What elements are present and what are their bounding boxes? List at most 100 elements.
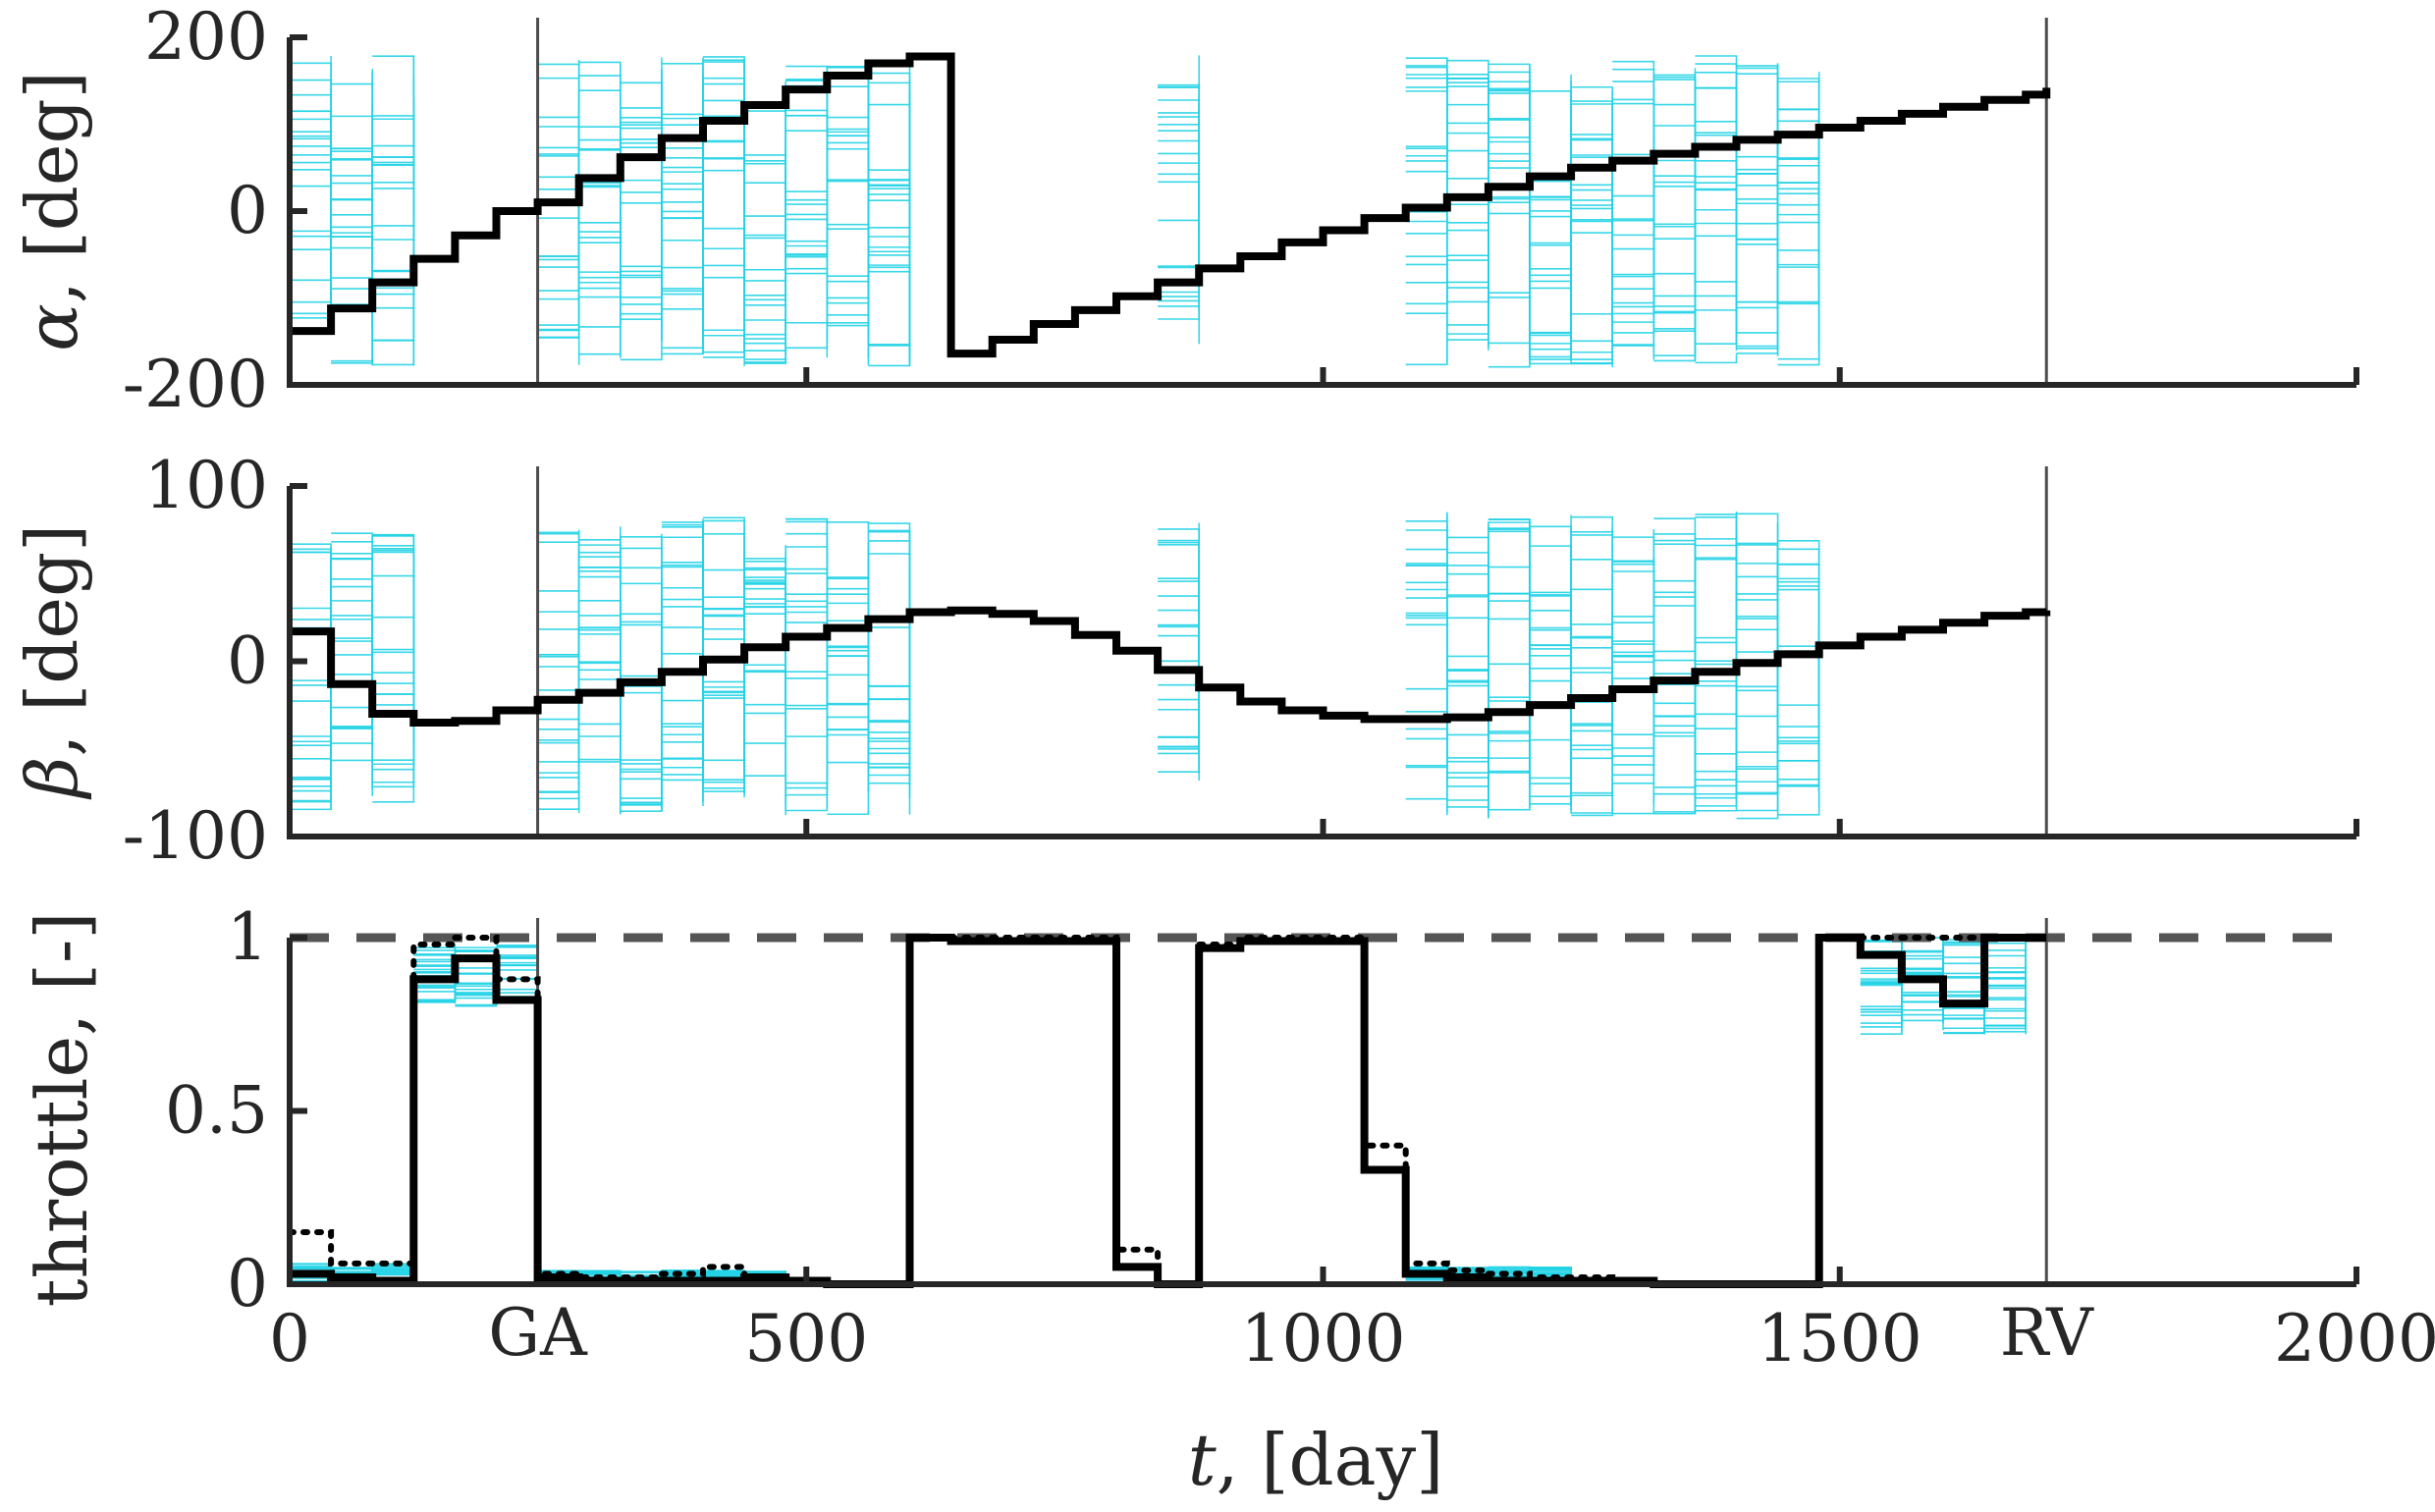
throttle-sample-step — [496, 945, 539, 1000]
beta-sample-step — [1653, 543, 1697, 555]
alpha-sample-step — [1158, 124, 1200, 263]
alpha-sample-step — [372, 156, 415, 215]
alpha-sample-step — [827, 65, 870, 329]
beta-sample-step — [1777, 540, 1820, 783]
beta-sample-step — [1736, 611, 1779, 812]
alpha-sample-step — [703, 82, 745, 223]
throttle-sample-step — [1860, 984, 1903, 1019]
alpha-sample-step — [1488, 88, 1531, 136]
alpha-sample-step — [1405, 259, 1448, 305]
beta-sample-step — [578, 567, 622, 768]
alpha-sample-step — [290, 268, 332, 319]
beta-sample-step — [1571, 559, 1613, 677]
beta-sample-step — [1530, 655, 1572, 713]
alpha-sample-step — [620, 69, 663, 277]
alpha-sample-step — [372, 109, 415, 147]
beta-sample-step — [1446, 572, 1489, 777]
alpha-sample-step — [1446, 177, 1489, 236]
alpha-sample-step — [827, 66, 870, 208]
beta-sample-step — [744, 742, 786, 750]
alpha-sample-step — [372, 201, 415, 290]
alpha-sample-step — [1488, 297, 1531, 359]
throttle-sample-step — [1984, 994, 2027, 1010]
beta-sample-step — [1777, 736, 1820, 791]
alpha-sample-step — [1777, 81, 1820, 104]
beta-sample-step — [1571, 597, 1613, 638]
alpha-sample-step — [868, 92, 911, 238]
alpha-sample-step — [703, 157, 745, 213]
beta-sample-step — [1405, 524, 1448, 591]
alpha-sample-step — [1446, 78, 1489, 295]
alpha-sample-step — [1158, 99, 1200, 284]
alpha-sample-step — [372, 163, 415, 243]
throttle-sample-step — [1943, 978, 1985, 1019]
alpha-sample-step — [1571, 156, 1613, 163]
beta-sample-step — [868, 682, 911, 755]
beta-sample-step — [1488, 531, 1531, 621]
alpha-sample-step — [827, 179, 870, 287]
alpha-sample-step — [785, 220, 829, 270]
beta-sample-step — [661, 583, 704, 729]
alpha-sample-step — [1488, 212, 1531, 355]
beta-sample-step — [372, 549, 415, 579]
beta-sample-step — [785, 603, 829, 608]
alpha-sample-step — [1530, 92, 1572, 351]
alpha-sample-step — [868, 62, 911, 266]
beta-sample-step — [1446, 521, 1489, 683]
alpha-sample-step — [744, 162, 786, 286]
beta-sample-step — [1777, 656, 1820, 749]
beta-sample-step — [620, 623, 663, 811]
beta-sample-step — [703, 532, 745, 763]
alpha-sample-step — [1695, 188, 1738, 281]
alpha-sample-step — [372, 152, 415, 166]
throttle-sample-step — [413, 991, 457, 1000]
beta-sample-step — [331, 535, 373, 642]
alpha-sample-step — [868, 245, 911, 334]
alpha-sample-step — [331, 236, 373, 299]
beta-sample-step — [1446, 561, 1489, 673]
beta-sample-step — [331, 618, 373, 787]
beta-sample-step — [1405, 583, 1448, 690]
alpha-sample-step — [1405, 271, 1448, 366]
alpha-sample-step — [1653, 74, 1697, 121]
beta-sample-step — [1612, 560, 1655, 603]
beta-sample-step — [1695, 544, 1738, 621]
alpha-sample-step — [868, 254, 911, 262]
beta-sample-step — [1488, 710, 1531, 809]
beta-sample-step — [1530, 628, 1572, 769]
beta-sample-step — [1612, 561, 1655, 674]
beta-sample-step — [290, 684, 332, 697]
alpha-sample-step — [1612, 194, 1655, 282]
beta-sample-step — [661, 562, 704, 802]
alpha-sample-step — [1405, 255, 1448, 277]
beta-sample-step — [1488, 563, 1531, 595]
alpha-sample-step — [1653, 124, 1697, 356]
alpha-sample-step — [744, 149, 786, 306]
alpha-sample-step — [1695, 208, 1738, 283]
alpha-sample-step — [1736, 173, 1779, 186]
beta-sample-step — [1446, 745, 1489, 759]
alpha-sample-step — [1158, 97, 1200, 155]
alpha-sample-step — [827, 228, 870, 358]
beta-sample-step — [1736, 778, 1779, 820]
alpha-sample-step — [620, 318, 663, 342]
alpha-sample-step — [620, 171, 663, 182]
throttle-sample-step — [1943, 993, 1985, 1034]
throttle-sample-step — [1943, 979, 1985, 998]
beta-sample-step — [1405, 604, 1448, 800]
alpha-sample-step — [290, 251, 332, 282]
alpha-sample-step — [1777, 120, 1820, 230]
alpha-sample-step — [290, 110, 332, 272]
beta-sample-step — [1530, 545, 1572, 554]
beta-sample-step — [372, 554, 415, 651]
beta-sample-step — [661, 522, 704, 567]
beta-sample-step — [578, 678, 622, 806]
alpha-sample-step — [1446, 132, 1489, 349]
alpha-sample-step — [1695, 91, 1738, 346]
beta-sample-step — [1736, 671, 1779, 770]
alpha-sample-step — [620, 303, 663, 330]
alpha-sample-step — [661, 63, 704, 157]
beta-sample-step — [1571, 621, 1613, 747]
beta-sample-step — [785, 517, 829, 647]
beta-sample-step — [1653, 693, 1697, 734]
